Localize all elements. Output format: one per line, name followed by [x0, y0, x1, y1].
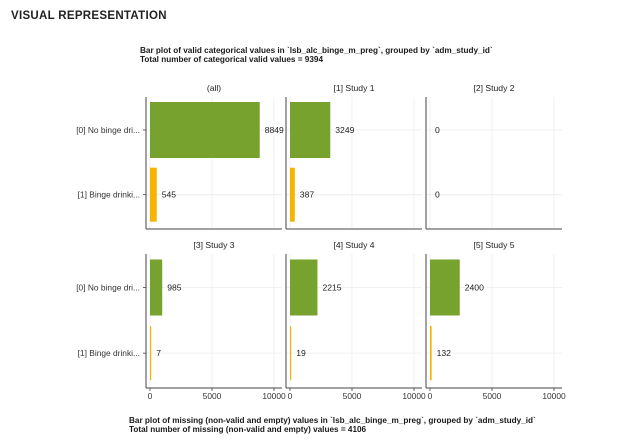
data-label: 8849 — [265, 125, 284, 135]
category-label: [0] No binge dri... — [76, 283, 140, 293]
missing-chart-title: Bar plot of missing (non-valid and empty… — [129, 416, 536, 425]
x-tick-label: 0 — [428, 391, 433, 401]
chart-subtitle: Total number of categorical valid values… — [140, 55, 323, 64]
category-label: [0] No binge dri... — [76, 125, 140, 135]
data-label: 7 — [156, 348, 161, 358]
bar — [150, 167, 157, 222]
x-tick-label: 5000 — [483, 391, 502, 401]
data-label: 19 — [296, 348, 306, 358]
data-label: 545 — [162, 190, 177, 200]
facet-title: [2] Study 2 — [473, 83, 514, 93]
data-label: 0 — [435, 125, 440, 135]
bar — [290, 259, 318, 316]
bar — [290, 326, 292, 381]
category-label: [1] Binge drinki... — [78, 348, 140, 358]
facet-title: [3] Study 3 — [193, 240, 234, 250]
bar — [430, 259, 460, 316]
facet-title: [1] Study 1 — [333, 83, 374, 93]
x-tick-label: 10000 — [262, 391, 286, 401]
data-label: 387 — [300, 190, 315, 200]
x-tick-label: 0 — [288, 391, 293, 401]
x-tick-label: 5000 — [343, 391, 362, 401]
facet-title: [4] Study 4 — [333, 240, 374, 250]
x-tick-label: 5000 — [203, 391, 222, 401]
bar — [150, 102, 260, 158]
x-tick-label: 0 — [148, 391, 153, 401]
bar — [290, 102, 331, 158]
bar — [290, 167, 295, 222]
chart-title: Bar plot of valid categorical values in … — [140, 46, 493, 55]
data-label: 2400 — [465, 283, 484, 293]
data-label: 985 — [167, 283, 182, 293]
missing-chart-subtitle: Total number of missing (non-valid and e… — [129, 425, 367, 434]
section-title: VISUAL REPRESENTATION — [11, 10, 167, 22]
bar — [430, 326, 432, 381]
bar — [150, 326, 152, 381]
data-label: 2215 — [322, 283, 341, 293]
category-label: [1] Binge drinki... — [78, 190, 140, 200]
data-label: 3249 — [335, 125, 354, 135]
data-label: 0 — [435, 190, 440, 200]
x-tick-label: 10000 — [542, 391, 566, 401]
x-tick-label: 10000 — [402, 391, 426, 401]
facet-title: (all) — [207, 83, 221, 93]
bar — [150, 259, 163, 316]
facet-title: [5] Study 5 — [473, 240, 514, 250]
data-label: 132 — [437, 348, 452, 358]
